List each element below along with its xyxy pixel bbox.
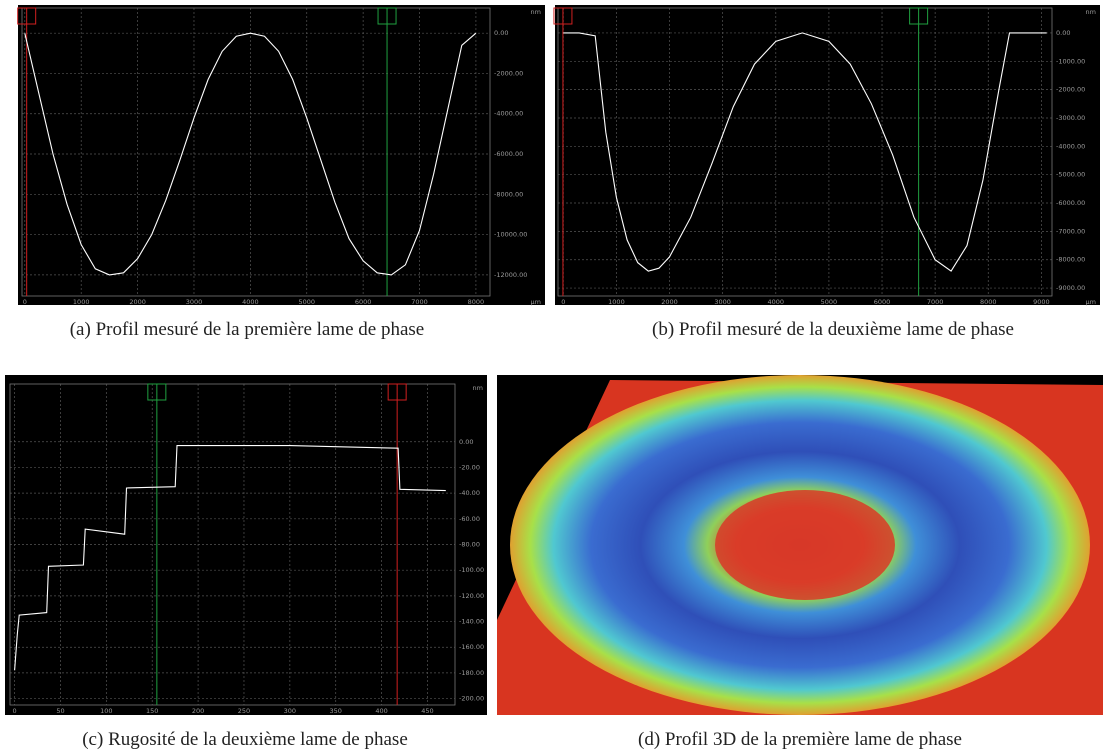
x-tick-label: 6000 — [874, 298, 891, 306]
y-tick-label: -7000.00 — [1056, 227, 1085, 235]
y-tick-label: -200.00 — [459, 695, 484, 703]
x-tick-label: 350 — [330, 707, 342, 715]
profile-line — [24, 32, 477, 276]
y-tick-label: -160.00 — [459, 643, 484, 651]
x-tick-label: 2000 — [661, 298, 678, 306]
y-tick-label: 0.00 — [459, 438, 473, 446]
plot-frame — [9, 383, 456, 706]
x-tick-label: 9000 — [1033, 298, 1050, 306]
x-tick-label: 450 — [421, 707, 433, 715]
x-tick-label: 1000 — [73, 298, 90, 306]
cursor-box — [553, 7, 573, 25]
x-tick-label: 200 — [192, 707, 204, 715]
y-tick-label: -140.00 — [459, 618, 484, 626]
x-tick-label: 250 — [238, 707, 250, 715]
x-tick-label: 8000 — [980, 298, 997, 306]
chart-background — [555, 5, 1100, 305]
x-tick-label: 3000 — [186, 298, 203, 306]
caption: (d) Profil 3D de la première lame de pha… — [638, 729, 962, 750]
y-tick-label: -100.00 — [459, 566, 484, 574]
chart-background — [5, 375, 487, 715]
x-tick-label: 300 — [284, 707, 296, 715]
y-tick-label: -20.00 — [459, 463, 480, 471]
y-tick-label: -12000.00 — [494, 271, 527, 279]
plot-frame — [557, 7, 1053, 297]
x-tick-label: 1000 — [608, 298, 625, 306]
y-tick-label: 0.00 — [1056, 29, 1070, 37]
x-tick-label: 4000 — [242, 298, 259, 306]
x-tick-label: 50 — [56, 707, 64, 715]
cursor-box — [387, 383, 407, 401]
y-tick-label: -2000.00 — [494, 69, 523, 77]
y-tick-label: -80.00 — [459, 541, 480, 549]
x-tick-label: 100 — [100, 707, 112, 715]
cursor-box — [147, 383, 167, 401]
y-tick-label: -8000.00 — [1056, 256, 1085, 264]
y-tick-label: -4000.00 — [494, 110, 523, 118]
x-tick-label: 7000 — [411, 298, 428, 306]
y-unit: nm — [1086, 8, 1096, 16]
panel-d — [497, 375, 1103, 715]
y-tick-label: -6000.00 — [494, 150, 523, 158]
y-unit: nm — [473, 384, 483, 392]
x-tick-label: 7000 — [927, 298, 944, 306]
profile-line — [14, 445, 446, 671]
y-tick-label: -9000.00 — [1056, 284, 1085, 292]
x-tick-label: 0 — [13, 707, 17, 715]
x-tick-label: 6000 — [355, 298, 372, 306]
x-tick-label: 5000 — [821, 298, 838, 306]
chart: 0.00 -20.00 -40.00 -60.00 -80.00 -100.00 -120.… — [5, 375, 487, 715]
x-tick-label: 150 — [146, 707, 158, 715]
y-tick-label: -180.00 — [459, 669, 484, 677]
x-tick-label: 3000 — [714, 298, 731, 306]
y-tick-label: -6000.00 — [1056, 199, 1085, 207]
cursor-box — [377, 7, 397, 25]
y-tick-label: 0.00 — [494, 29, 508, 37]
x-tick-label: 4000 — [768, 298, 785, 306]
caption: (b) Profil mesuré de la deuxième lame de… — [652, 319, 1014, 340]
chart-background — [18, 5, 545, 305]
y-tick-label: -60.00 — [459, 515, 480, 523]
x-unit: μm — [531, 298, 541, 306]
x-unit: μm — [1086, 298, 1096, 306]
y-tick-label: -10000.00 — [494, 231, 527, 239]
plot-frame — [21, 7, 491, 297]
y-tick-label: -4000.00 — [1056, 142, 1085, 150]
y-tick-label: -8000.00 — [494, 190, 523, 198]
center-bump — [715, 490, 895, 600]
cursor-box — [17, 7, 37, 25]
y-tick-label: -40.00 — [459, 489, 480, 497]
profile-line — [563, 32, 1047, 272]
x-tick-label: 5000 — [298, 298, 315, 306]
y-tick-label: -2000.00 — [1056, 86, 1085, 94]
chart: 0.00 -2000.00 -4000.00 -6000.00 -8000.00 -100… — [17, 5, 545, 306]
y-tick-label: -3000.00 — [1056, 114, 1085, 122]
cursor-box — [909, 7, 929, 25]
y-tick-label: -120.00 — [459, 592, 484, 600]
x-tick-label: 0 — [561, 298, 565, 306]
chart: 0.00 -1000.00 -2000.00 -3000.00 -4000.00 -500… — [553, 5, 1100, 306]
caption: (a) Profil mesuré de la première lame de… — [70, 319, 425, 340]
y-tick-label: -5000.00 — [1056, 171, 1085, 179]
x-tick-label: 0 — [23, 298, 27, 306]
caption: (c) Rugosité de la deuxième lame de phas… — [82, 729, 408, 750]
x-tick-label: 8000 — [468, 298, 485, 306]
y-unit: nm — [531, 8, 541, 16]
y-tick-label: -1000.00 — [1056, 57, 1085, 65]
x-tick-label: 400 — [375, 707, 387, 715]
x-tick-label: 2000 — [129, 298, 146, 306]
